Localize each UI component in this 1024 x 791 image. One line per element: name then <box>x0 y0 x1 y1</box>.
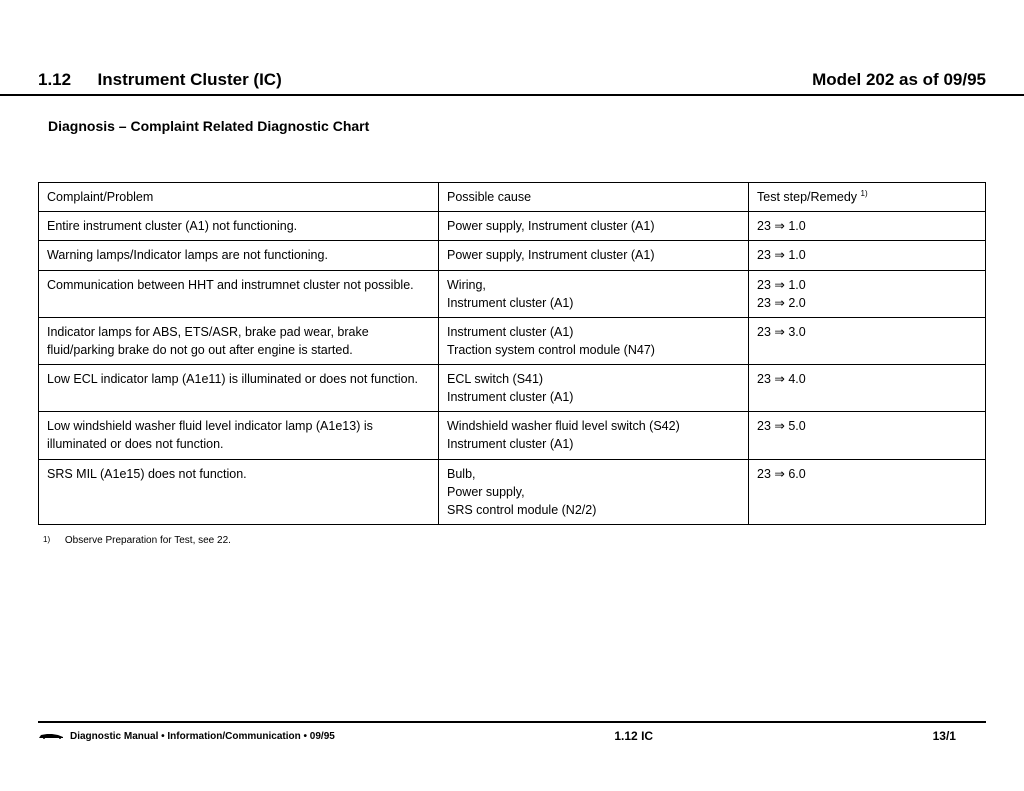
cell-remedy: 23 ⇒ 1.0 <box>749 212 986 241</box>
footer-mid: 1.12 IC <box>614 729 653 743</box>
cell-cause: Power supply, Instrument cluster (A1) <box>439 241 749 270</box>
table-row: Communication between HHT and instrumnet… <box>39 270 986 317</box>
table-row: Entire instrument cluster (A1) not funct… <box>39 212 986 241</box>
table-row: Warning lamps/Indicator lamps are not fu… <box>39 241 986 270</box>
section-number: 1.12 <box>38 70 71 89</box>
footnote-text: Observe Preparation for Test, see 22. <box>65 535 231 546</box>
section-title: Instrument Cluster (IC) <box>98 70 282 89</box>
col-remedy: Test step/Remedy 1) <box>749 183 986 212</box>
cell-complaint: Warning lamps/Indicator lamps are not fu… <box>39 241 439 270</box>
cell-complaint: Low windshield washer fluid level indica… <box>39 412 439 459</box>
footnote: 1) Observe Preparation for Test, see 22. <box>43 535 986 546</box>
cell-remedy: 23 ⇒ 3.0 <box>749 317 986 364</box>
cell-cause: Power supply, Instrument cluster (A1) <box>439 212 749 241</box>
cell-complaint: Low ECL indicator lamp (A1e11) is illumi… <box>39 365 439 412</box>
page: 1.12 Instrument Cluster (IC) Model 202 a… <box>0 0 1024 546</box>
cell-remedy: 23 ⇒ 1.023 ⇒ 2.0 <box>749 270 986 317</box>
cell-complaint: Communication between HHT and instrumnet… <box>39 270 439 317</box>
table-row: Low ECL indicator lamp (A1e11) is illumi… <box>39 365 986 412</box>
footnote-mark: 1) <box>43 535 50 544</box>
cell-complaint: Entire instrument cluster (A1) not funct… <box>39 212 439 241</box>
table-header-row: Complaint/Problem Possible cause Test st… <box>39 183 986 212</box>
table-row: Indicator lamps for ABS, ETS/ASR, brake … <box>39 317 986 364</box>
table-row: SRS MIL (A1e15) does not function.Bulb,P… <box>39 459 986 524</box>
cell-cause: Wiring,Instrument cluster (A1) <box>439 270 749 317</box>
cell-remedy: 23 ⇒ 6.0 <box>749 459 986 524</box>
footer-left: Diagnostic Manual • Information/Communic… <box>38 731 335 742</box>
page-footer: Diagnostic Manual • Information/Communic… <box>0 721 1024 743</box>
car-icon <box>38 732 64 740</box>
cell-remedy: 23 ⇒ 5.0 <box>749 412 986 459</box>
cell-complaint: Indicator lamps for ABS, ETS/ASR, brake … <box>39 317 439 364</box>
col-remedy-label: Test step/Remedy <box>757 190 857 204</box>
cell-cause: Bulb,Power supply,SRS control module (N2… <box>439 459 749 524</box>
model-info: Model 202 as of 09/95 <box>812 70 986 90</box>
footer-line: Diagnostic Manual • Information/Communic… <box>38 721 986 743</box>
col-complaint: Complaint/Problem <box>39 183 439 212</box>
footer-right: 13/1 <box>933 729 986 743</box>
header-left: 1.12 Instrument Cluster (IC) <box>3 70 282 90</box>
cell-remedy: 23 ⇒ 4.0 <box>749 365 986 412</box>
cell-remedy: 23 ⇒ 1.0 <box>749 241 986 270</box>
cell-cause: Instrument cluster (A1)Traction system c… <box>439 317 749 364</box>
diagnostic-table: Complaint/Problem Possible cause Test st… <box>38 182 986 525</box>
page-subtitle: Diagnosis – Complaint Related Diagnostic… <box>48 118 986 134</box>
col-remedy-sup: 1) <box>861 189 868 198</box>
cell-complaint: SRS MIL (A1e15) does not function. <box>39 459 439 524</box>
cell-cause: Windshield washer fluid level switch (S4… <box>439 412 749 459</box>
footer-left-text: Diagnostic Manual • Information/Communic… <box>70 731 335 742</box>
page-header: 1.12 Instrument Cluster (IC) Model 202 a… <box>0 70 1024 96</box>
cell-cause: ECL switch (S41)Instrument cluster (A1) <box>439 365 749 412</box>
table-row: Low windshield washer fluid level indica… <box>39 412 986 459</box>
col-cause: Possible cause <box>439 183 749 212</box>
